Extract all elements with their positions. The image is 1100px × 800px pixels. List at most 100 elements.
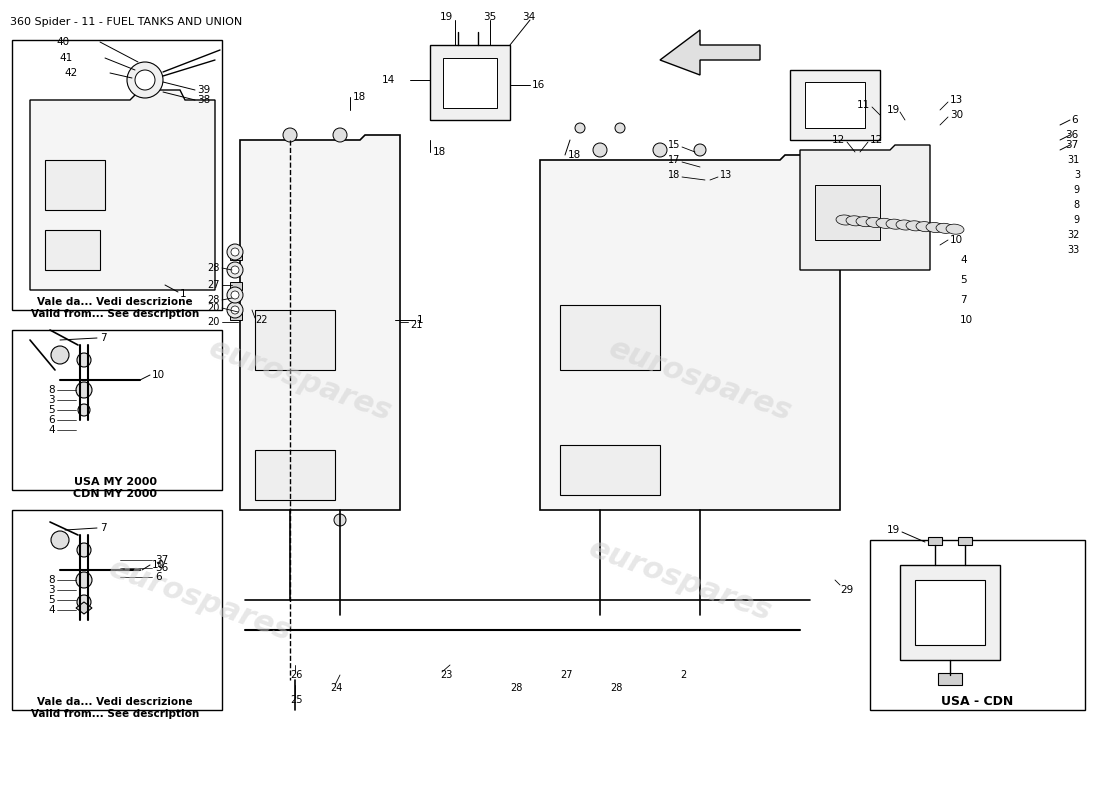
Polygon shape <box>540 155 840 510</box>
Circle shape <box>653 143 667 157</box>
Bar <box>12 40 222 310</box>
Circle shape <box>694 144 706 156</box>
Bar <box>443 58 497 108</box>
Text: 3: 3 <box>48 585 55 595</box>
Circle shape <box>283 128 297 142</box>
Text: 20: 20 <box>208 317 220 327</box>
Text: eurospares: eurospares <box>205 334 396 426</box>
Text: 19: 19 <box>887 525 900 535</box>
Bar <box>870 540 1085 710</box>
Text: 5: 5 <box>48 405 55 415</box>
Bar <box>958 537 972 545</box>
Text: 35: 35 <box>483 12 496 22</box>
Bar <box>805 82 865 128</box>
Circle shape <box>227 244 243 260</box>
Text: 28: 28 <box>208 295 220 305</box>
Text: 3: 3 <box>1074 170 1080 180</box>
Bar <box>255 450 336 500</box>
Circle shape <box>76 572 92 588</box>
Text: 26: 26 <box>290 670 303 680</box>
Text: USA - CDN: USA - CDN <box>940 695 1013 708</box>
Ellipse shape <box>906 221 924 231</box>
Circle shape <box>77 595 91 609</box>
Circle shape <box>231 291 239 299</box>
Circle shape <box>76 382 92 398</box>
Bar <box>560 445 660 495</box>
Text: 4: 4 <box>48 605 55 615</box>
Text: 8: 8 <box>48 385 55 395</box>
Bar <box>790 70 880 140</box>
Ellipse shape <box>946 224 964 234</box>
Bar <box>915 580 984 645</box>
Circle shape <box>575 123 585 133</box>
Bar <box>230 312 242 320</box>
Text: 12: 12 <box>870 135 883 145</box>
Text: eurospares: eurospares <box>584 534 776 626</box>
Text: eurospares: eurospares <box>104 554 296 646</box>
Ellipse shape <box>836 215 854 225</box>
Text: 19: 19 <box>887 105 900 115</box>
Bar <box>230 252 242 260</box>
Text: 10: 10 <box>960 315 974 325</box>
Polygon shape <box>800 145 929 270</box>
Text: 18: 18 <box>433 147 447 157</box>
Text: 18: 18 <box>568 150 581 160</box>
Text: 28: 28 <box>610 683 623 693</box>
Ellipse shape <box>936 223 954 234</box>
Ellipse shape <box>886 219 904 230</box>
Text: 34: 34 <box>522 12 536 22</box>
Text: 36: 36 <box>155 563 168 573</box>
Text: USA MY 2000
CDN MY 2000: USA MY 2000 CDN MY 2000 <box>73 477 157 498</box>
Ellipse shape <box>876 218 894 228</box>
Circle shape <box>227 262 243 278</box>
Polygon shape <box>660 30 760 75</box>
Bar <box>900 565 1000 660</box>
Text: 8: 8 <box>1074 200 1080 210</box>
Text: 4: 4 <box>960 255 967 265</box>
Text: 1: 1 <box>417 315 424 325</box>
Text: 8: 8 <box>48 575 55 585</box>
Text: 25: 25 <box>290 695 303 705</box>
Ellipse shape <box>856 217 875 226</box>
Text: 10: 10 <box>950 235 964 245</box>
Text: 18: 18 <box>353 92 366 102</box>
Text: 20: 20 <box>208 303 220 313</box>
Text: 2: 2 <box>680 670 686 680</box>
Text: 1: 1 <box>180 289 187 299</box>
Text: 7: 7 <box>100 333 107 343</box>
Text: 40: 40 <box>57 37 70 47</box>
Text: 360 Spider - 11 - FUEL TANKS AND UNION: 360 Spider - 11 - FUEL TANKS AND UNION <box>10 17 242 27</box>
Text: 17: 17 <box>668 155 680 165</box>
Text: 36: 36 <box>1065 130 1078 140</box>
Bar <box>430 45 510 120</box>
Text: 27: 27 <box>560 670 572 680</box>
Circle shape <box>593 143 607 157</box>
Text: 6: 6 <box>1071 115 1078 125</box>
Text: 13: 13 <box>950 95 964 105</box>
Text: 29: 29 <box>840 585 854 595</box>
Text: 9: 9 <box>1074 185 1080 195</box>
Text: 24: 24 <box>330 683 342 693</box>
Text: 3: 3 <box>48 395 55 405</box>
Text: 18: 18 <box>668 170 680 180</box>
Circle shape <box>334 514 346 526</box>
Circle shape <box>77 543 91 557</box>
Circle shape <box>51 531 69 549</box>
Bar <box>12 330 222 490</box>
Text: 15: 15 <box>668 140 680 150</box>
Text: 21: 21 <box>410 320 422 330</box>
Bar <box>12 510 222 710</box>
Text: 33: 33 <box>1068 245 1080 255</box>
Text: 7: 7 <box>960 295 967 305</box>
Text: 16: 16 <box>532 80 546 90</box>
Text: 32: 32 <box>1068 230 1080 240</box>
Circle shape <box>227 287 243 303</box>
Text: 23: 23 <box>440 670 452 680</box>
Ellipse shape <box>846 216 864 226</box>
Circle shape <box>227 302 243 318</box>
Text: 37: 37 <box>155 555 168 565</box>
Text: 12: 12 <box>832 135 845 145</box>
Text: 13: 13 <box>720 170 733 180</box>
Bar <box>230 282 242 290</box>
Ellipse shape <box>916 222 934 232</box>
